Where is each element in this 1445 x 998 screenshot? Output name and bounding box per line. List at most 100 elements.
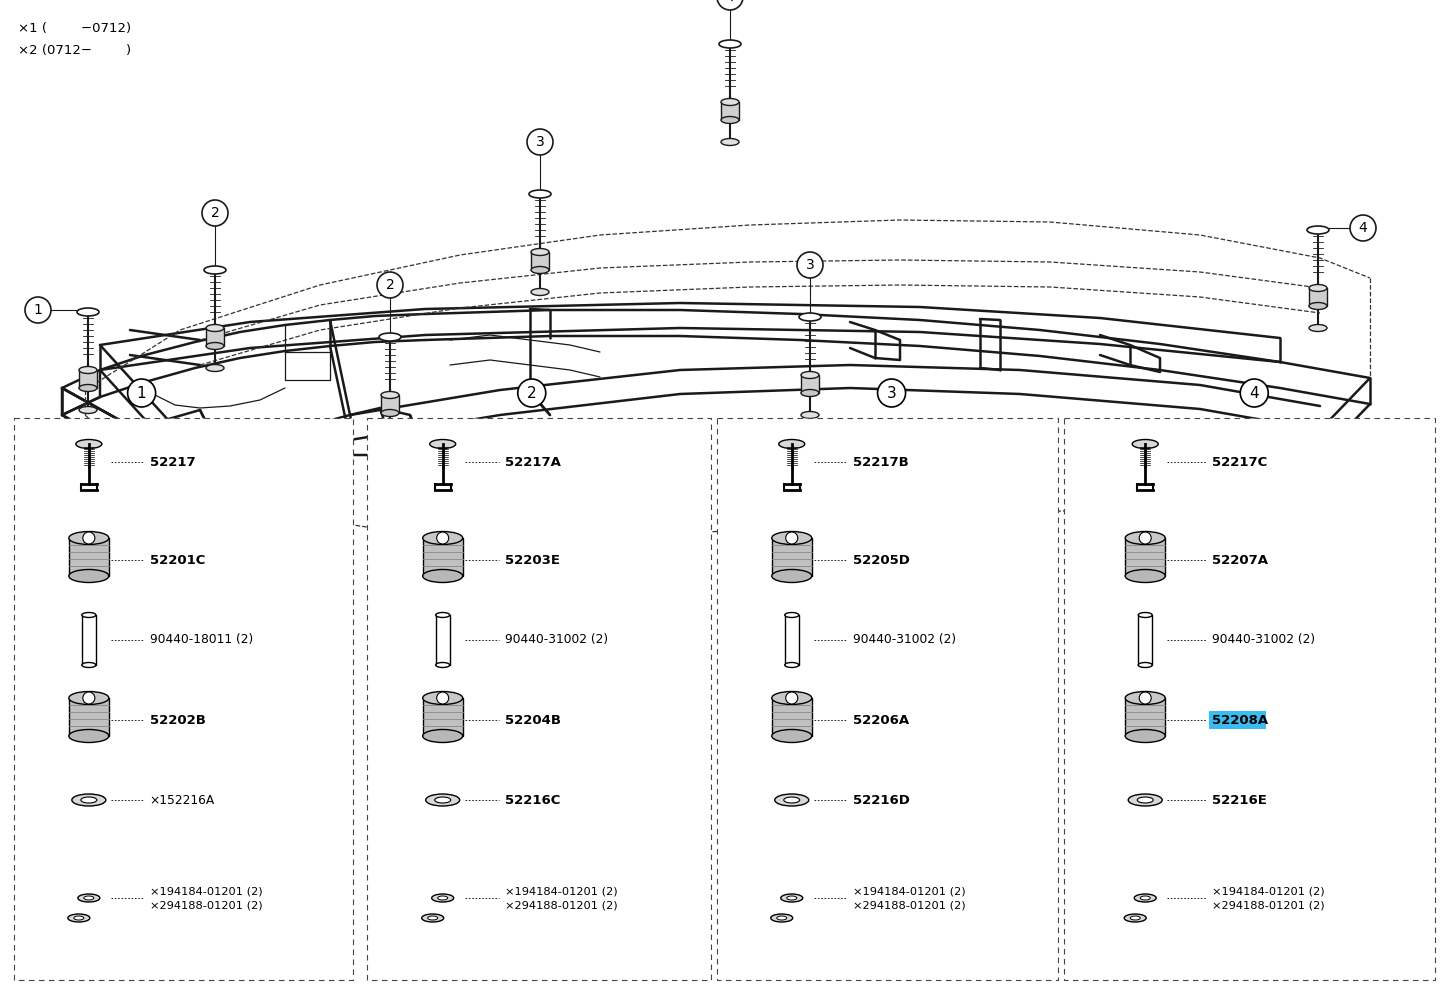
Circle shape [798,252,824,278]
Ellipse shape [207,342,224,349]
Ellipse shape [772,692,812,705]
Ellipse shape [79,366,97,373]
Ellipse shape [1306,226,1329,234]
Ellipse shape [379,333,402,341]
FancyBboxPatch shape [801,375,819,393]
Ellipse shape [68,914,90,922]
Ellipse shape [423,532,462,545]
Text: ×152216A: ×152216A [150,793,215,806]
Circle shape [1139,692,1152,704]
Ellipse shape [786,896,796,900]
Text: ×294188-01201 (2): ×294188-01201 (2) [1212,900,1325,910]
Ellipse shape [799,313,821,321]
FancyBboxPatch shape [717,418,1058,980]
Ellipse shape [436,663,449,668]
Ellipse shape [1134,894,1156,902]
Text: 52202B: 52202B [150,714,205,727]
FancyBboxPatch shape [1139,615,1152,665]
Ellipse shape [1140,896,1150,900]
Ellipse shape [1126,730,1165,743]
Text: 52207A: 52207A [1212,554,1269,567]
Ellipse shape [1126,692,1165,705]
Ellipse shape [72,794,105,806]
Ellipse shape [78,894,100,902]
Ellipse shape [775,794,809,806]
Ellipse shape [772,730,812,743]
Text: 52216E: 52216E [1212,793,1267,806]
Ellipse shape [721,99,738,106]
Text: ×2 (0712−        ): ×2 (0712− ) [17,44,131,57]
Ellipse shape [432,894,454,902]
Ellipse shape [438,896,448,900]
Circle shape [436,532,449,544]
Text: 521493A: 521493A [1363,966,1425,980]
Ellipse shape [1130,916,1140,920]
Text: ×294188-01201 (2): ×294188-01201 (2) [150,900,263,910]
Ellipse shape [81,797,97,803]
Text: 4: 4 [725,0,734,4]
Ellipse shape [779,439,805,448]
Text: 52203E: 52203E [504,554,559,567]
Text: 3: 3 [887,385,896,400]
Text: ×1 (        −0712): ×1 ( −0712) [17,22,131,35]
Text: 4: 4 [1358,221,1367,235]
FancyBboxPatch shape [1064,418,1435,980]
Text: 2: 2 [211,206,220,220]
Text: 52206A: 52206A [853,714,909,727]
Text: 90440-31002 (2): 90440-31002 (2) [853,634,957,647]
FancyBboxPatch shape [423,538,462,576]
Text: 52205D: 52205D [853,554,910,567]
Circle shape [786,532,798,544]
FancyBboxPatch shape [1126,698,1165,736]
Text: 4: 4 [1250,385,1259,400]
Ellipse shape [780,894,803,902]
FancyBboxPatch shape [207,328,224,346]
Circle shape [517,379,546,407]
Ellipse shape [381,431,399,438]
Ellipse shape [529,190,551,198]
Ellipse shape [1309,324,1327,331]
Text: ×194184-01201 (2): ×194184-01201 (2) [1212,886,1325,896]
FancyBboxPatch shape [367,418,711,980]
Text: 52204B: 52204B [504,714,561,727]
Ellipse shape [79,406,97,413]
Circle shape [25,297,51,323]
Ellipse shape [772,570,812,583]
Ellipse shape [69,532,108,545]
Ellipse shape [777,916,786,920]
Circle shape [82,692,95,704]
Ellipse shape [801,371,819,378]
Circle shape [127,379,156,407]
FancyBboxPatch shape [436,615,449,665]
FancyBboxPatch shape [69,538,108,576]
FancyBboxPatch shape [14,418,353,980]
Ellipse shape [75,439,101,448]
Ellipse shape [1139,613,1152,618]
Text: 52201C: 52201C [150,554,205,567]
Text: 3: 3 [536,135,545,149]
Ellipse shape [84,896,94,900]
Text: 3: 3 [806,258,815,272]
Text: 1: 1 [137,385,146,400]
Ellipse shape [429,439,455,448]
Ellipse shape [783,797,799,803]
Ellipse shape [204,266,225,274]
Text: 90440-31002 (2): 90440-31002 (2) [504,634,608,647]
Text: ×194184-01201 (2): ×194184-01201 (2) [853,886,965,896]
Circle shape [436,692,449,704]
Text: 52208A: 52208A [1212,714,1269,727]
Text: 52217B: 52217B [853,455,909,468]
Ellipse shape [1139,663,1152,668]
FancyBboxPatch shape [423,698,462,736]
Ellipse shape [428,916,438,920]
Ellipse shape [423,692,462,705]
Circle shape [877,379,906,407]
Circle shape [527,129,553,155]
Ellipse shape [720,40,741,48]
Ellipse shape [1129,794,1162,806]
Ellipse shape [79,384,97,391]
Ellipse shape [785,663,799,668]
Ellipse shape [1309,284,1327,291]
FancyBboxPatch shape [1209,711,1266,729]
Ellipse shape [381,391,399,398]
